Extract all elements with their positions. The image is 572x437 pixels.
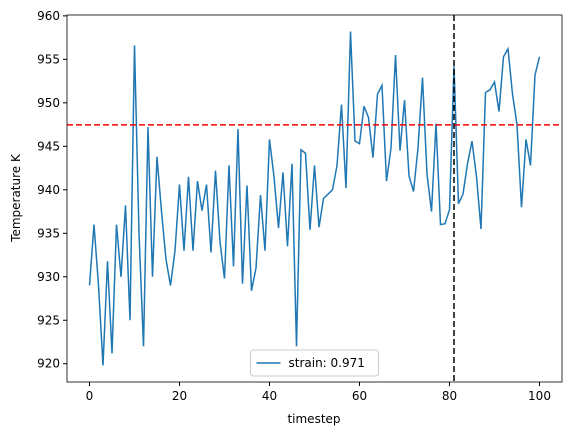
y-tick-label: 955 xyxy=(37,52,60,66)
y-tick-label: 925 xyxy=(37,313,60,327)
x-tick-label: 0 xyxy=(86,389,94,403)
x-tick-label: 40 xyxy=(262,389,277,403)
x-tick-label: 20 xyxy=(172,389,187,403)
y-tick-label: 945 xyxy=(37,139,60,153)
plot-frame xyxy=(66,14,563,383)
y-axis-label: Temperature K xyxy=(9,153,23,243)
data-line xyxy=(88,31,541,366)
legend-label: strain: 0.971 xyxy=(289,356,365,370)
y-tick-label: 960 xyxy=(37,9,60,23)
x-tick-label: 100 xyxy=(528,389,551,403)
y-tick-label: 950 xyxy=(37,96,60,110)
x-tick-label: 80 xyxy=(442,389,457,403)
y-tick-label: 940 xyxy=(37,183,60,197)
y-tick-label: 935 xyxy=(37,226,60,240)
x-axis-label: timestep xyxy=(287,412,340,426)
x-tick-label: 60 xyxy=(352,389,367,403)
legend-box xyxy=(250,349,379,377)
y-tick-label: 930 xyxy=(37,270,60,284)
y-tick-label: 920 xyxy=(37,357,60,371)
